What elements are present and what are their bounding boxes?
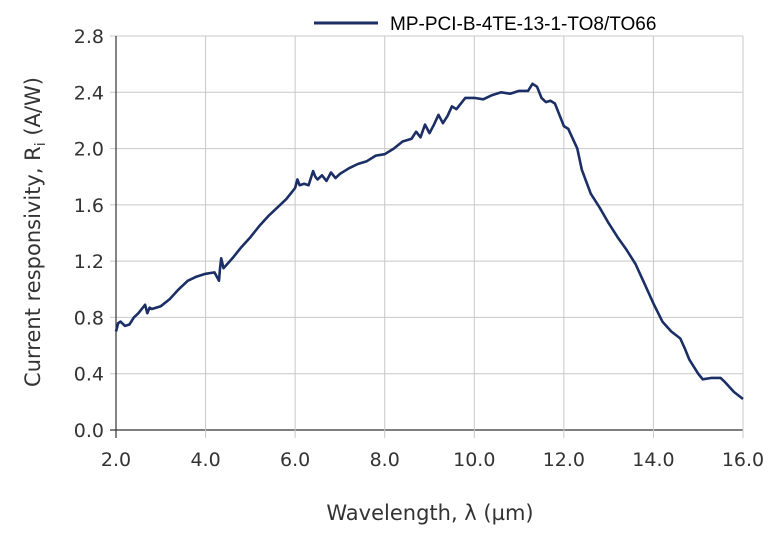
x-tick-label: 16.0 (722, 449, 764, 471)
y-axis-label: Current responsivity, Ri (A/W) (21, 77, 49, 387)
x-tick-label: 4.0 (190, 449, 220, 471)
legend: MP-PCI-B-4TE-13-1-TO8/TO66 (314, 14, 656, 35)
x-tick-label: 6.0 (280, 449, 310, 471)
y-tick-label: 1.2 (74, 251, 104, 273)
y-axis-label-sub: i (33, 142, 49, 146)
y-tick-label: 2.4 (74, 82, 104, 104)
x-tick-label: 14.0 (632, 449, 674, 471)
x-tick-label: 12.0 (543, 449, 585, 471)
x-axis-label: Wavelength, λ (µm) (326, 501, 533, 525)
y-tick-label: 0.0 (74, 420, 104, 442)
x-tick-labels: 2.0 4.0 6.0 8.0 10.0 12.0 14.0 16.0 (101, 449, 764, 471)
y-tick-label: 0.8 (74, 307, 104, 329)
grid (110, 35, 744, 438)
x-tick-label: 10.0 (453, 449, 495, 471)
x-tick-label: 8.0 (370, 449, 400, 471)
y-tick-label: 1.6 (74, 195, 104, 217)
series-line (114, 82, 744, 401)
y-tick-label: 2.8 (74, 26, 104, 48)
y-tick-label: 0.4 (74, 364, 104, 386)
legend-label: MP-PCI-B-4TE-13-1-TO8/TO66 (390, 14, 656, 35)
y-axis-label-unit: (A/W) (21, 77, 45, 142)
y-tick-labels: 0.0 0.4 0.8 1.2 1.6 2.0 2.4 2.8 (74, 26, 104, 442)
x-tick-label: 2.0 (101, 449, 131, 471)
y-tick-label: 2.0 (74, 139, 104, 161)
y-axis-label-main: Current responsivity, R (21, 146, 45, 387)
